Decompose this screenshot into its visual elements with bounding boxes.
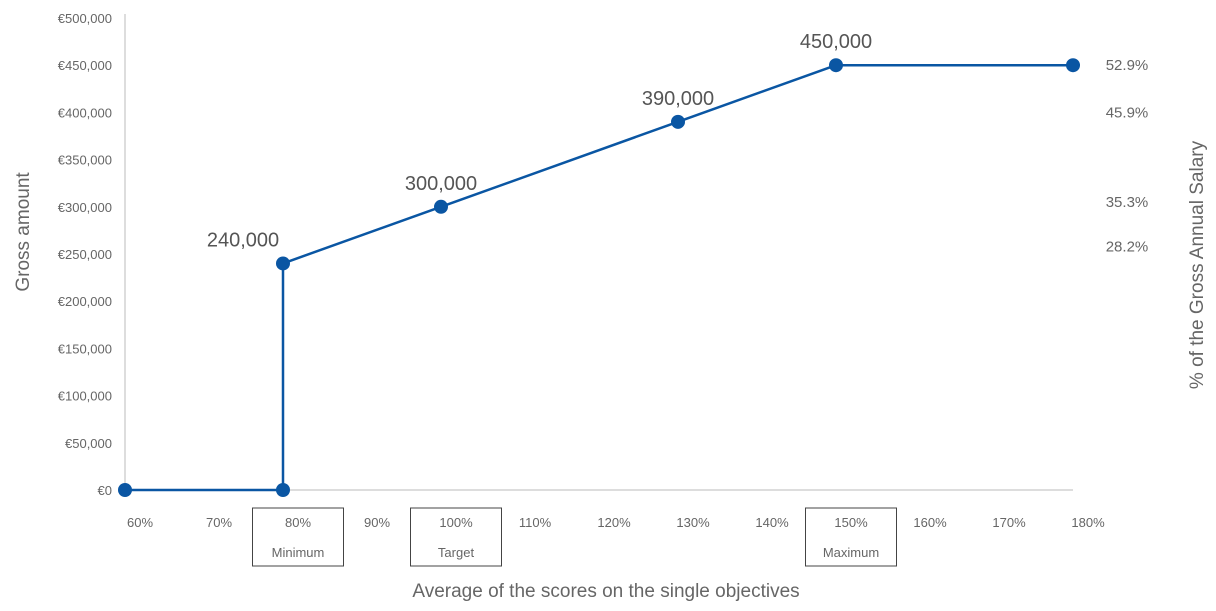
data-label: 240,000 [207, 229, 279, 251]
y-tick-label: €400,000 [58, 105, 112, 120]
data-labels: 240,000 300,000 390,000 450,000 [207, 31, 872, 251]
x-tick-label: 80% [285, 515, 311, 530]
marker-label: Target [438, 545, 475, 560]
y-tick-label: €50,000 [65, 436, 112, 451]
x-tick-label: 110% [519, 515, 552, 530]
x-tick-label: 180% [1071, 515, 1105, 530]
data-point [118, 483, 132, 497]
data-point [671, 114, 685, 129]
y-tick-label: €0 [98, 483, 112, 498]
x-tick-label: 170% [992, 515, 1026, 530]
axes [124, 14, 1073, 491]
y-tick-labels: €0 €50,000 €100,000 €150,000 €200,000 €250,00… [58, 11, 112, 498]
data-point [1066, 58, 1080, 73]
x-tick-label: 70% [206, 515, 232, 530]
right-axis-labels: 52.9% 45.9% 35.3% 28.2% [1106, 57, 1149, 255]
x-tick-label: 160% [913, 515, 947, 530]
marker-box [252, 507, 344, 567]
y-tick-label: €100,000 [58, 389, 112, 404]
marker-box [805, 507, 897, 567]
marker-label: Maximum [823, 545, 879, 560]
y-tick-label: €200,000 [58, 294, 112, 309]
data-label: 300,000 [405, 173, 477, 195]
x-axis-title: Average of the scores on the single obje… [412, 581, 799, 602]
series-line [125, 63, 1073, 492]
x-tick-label: 150% [834, 515, 868, 530]
y-tick-label: €250,000 [58, 247, 112, 262]
x-tick-label: 140% [755, 515, 789, 530]
x-tick-label: 60% [127, 515, 153, 530]
x-tick-label: 130% [676, 515, 710, 530]
y-tick-label: €300,000 [58, 200, 112, 215]
y-tick-label: €450,000 [58, 58, 112, 73]
y-axis-title: Gross amount [13, 172, 34, 292]
right-axis-label: 35.3% [1106, 194, 1149, 211]
marker-box [410, 507, 502, 567]
x-tick-label: 100% [439, 515, 473, 530]
data-point [276, 483, 290, 497]
y-tick-label: €350,000 [58, 153, 112, 168]
data-point [276, 256, 290, 271]
data-point [434, 199, 448, 214]
y2-axis-title: % of the Gross Annual Salary [1187, 140, 1208, 389]
y-tick-label: €500,000 [58, 11, 112, 26]
y-tick-label: €150,000 [58, 341, 112, 356]
data-label: 390,000 [642, 88, 714, 110]
x-tick-label: 90% [364, 515, 390, 530]
x-tick-label: 120% [597, 515, 631, 530]
marker-boxes: Minimum Target Maximum [252, 507, 897, 567]
x-tick-labels: 60% 70% 80% 90% 100% 110% 120% 130% 140% 150% 160%… [127, 515, 1105, 530]
data-point [829, 58, 843, 73]
marker-label: Minimum [272, 545, 325, 560]
data-points [118, 58, 1080, 497]
series-line [125, 63, 1073, 492]
data-label: 450,000 [800, 31, 872, 53]
right-axis-label: 52.9% [1106, 57, 1149, 74]
right-axis-label: 28.2% [1106, 238, 1149, 255]
right-axis-label: 45.9% [1106, 104, 1149, 121]
